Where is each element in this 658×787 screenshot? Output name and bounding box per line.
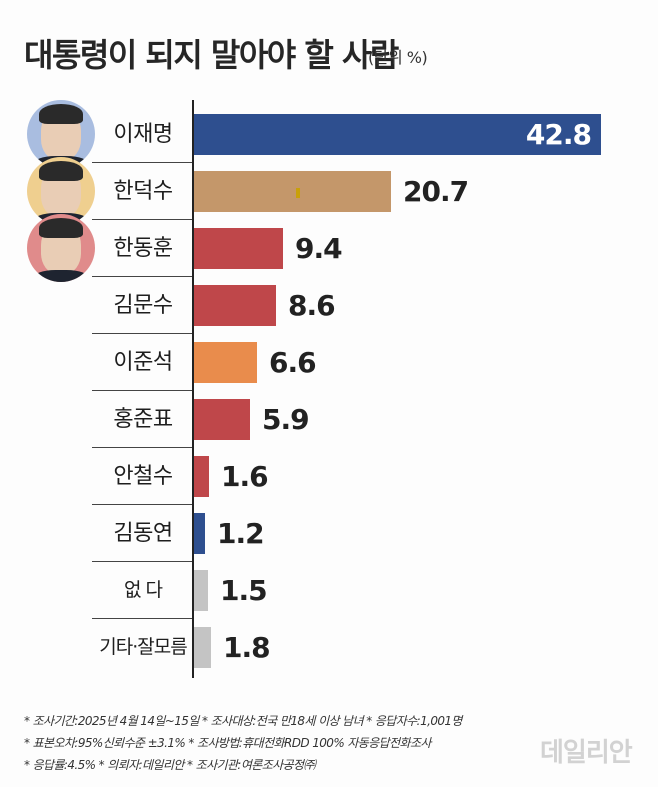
category-label: 김문수 [113,293,173,318]
bar [194,627,211,668]
chart-title: 대통령이 되지 말아야 할 사람 [24,36,399,74]
value-label: 1.6 [221,460,269,493]
row-divider [92,561,192,562]
dailian-logo: 데일리안 [540,738,633,768]
bar [194,171,391,212]
bar [194,570,208,611]
bar [194,285,276,326]
category-label: 이준석 [113,350,173,375]
chart-row: 없 다 1.5 [0,562,658,619]
chart-row: 기타·잘모름 1.8 [0,619,658,676]
category-label: 안철수 [113,464,173,489]
unit-label: (단위 %) [368,48,428,67]
candidate-photo [27,157,95,225]
chart-row: 김문수 8.6 [0,277,658,334]
row-divider [92,333,192,334]
row-divider [92,219,192,220]
chart-row: 안철수 1.6 [0,448,658,505]
row-divider [92,618,192,619]
hair-shape [39,218,83,238]
bar [194,228,283,269]
note-line: * 응답률:4.5% * 의뢰자:데일리안 * 조사기관:여론조사공정㈜ [24,758,315,772]
value-label: 6.6 [269,346,317,379]
value-label: 5.9 [262,403,310,436]
bar [194,114,601,155]
candidate-photo [27,214,95,282]
category-label: 기타·잘모름 [99,636,187,658]
bar [194,399,250,440]
row-divider [92,504,192,505]
row-divider [92,390,192,391]
value-label: 20.7 [403,175,469,208]
bar [194,513,205,554]
chart-row: 김동연 1.2 [0,505,658,562]
chart-row: 한덕수 20.7 [0,157,658,225]
value-label: 9.4 [295,232,343,265]
category-label: 한동훈 [113,236,173,261]
row-divider [92,276,192,277]
category-label: 한덕수 [113,179,173,204]
chart-row: 홍준표 5.9 [0,391,658,448]
chart-row: 한동훈 9.4 [0,214,658,282]
note-line: * 표본오차:95%신뢰수준 ±3.1% * 조사방법:휴대전화RDD 100%… [24,736,431,750]
candidate-photo [27,100,95,168]
row-divider [92,162,192,163]
value-label: 1.5 [220,574,268,607]
chart-row: 이준석 6.6 [0,334,658,391]
survey-notes: * 조사기간:2025년 4월 14일~15일 * 조사대상:전국 만18세 이… [24,710,462,776]
category-label: 이재명 [113,122,173,147]
category-label: 김동연 [113,521,173,546]
value-label: 8.6 [288,289,336,322]
value-label: 42.8 [525,118,592,151]
suit-shape [33,270,89,282]
value-label: 1.8 [223,631,271,664]
bar [194,342,257,383]
bar [194,456,209,497]
row-divider [92,447,192,448]
y-axis-line [192,100,194,678]
note-line: * 조사기간:2025년 4월 14일~15일 * 조사대상:전국 만18세 이… [24,714,462,728]
bar-marker [296,188,300,198]
value-label: 1.2 [217,517,265,550]
category-label: 없 다 [124,579,163,601]
category-label: 홍준표 [113,407,173,432]
hair-shape [39,161,83,181]
hair-shape [39,104,83,124]
chart-row: 이재명 42.8 [0,100,658,168]
